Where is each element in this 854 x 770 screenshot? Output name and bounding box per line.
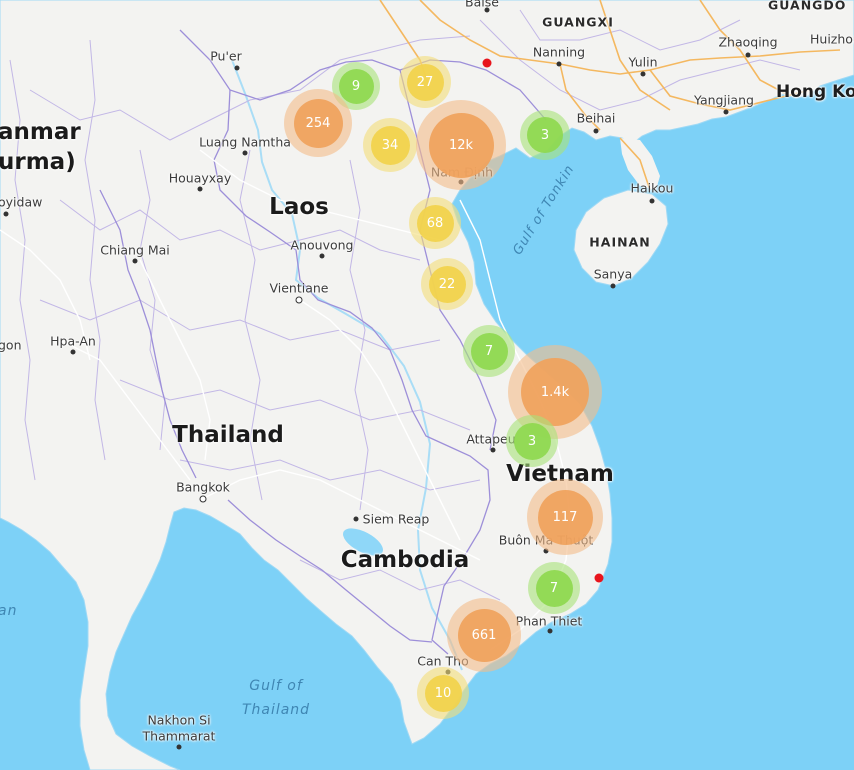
- map-label: Zhaoqing: [718, 34, 778, 50]
- city-dot-icon: [242, 150, 248, 156]
- cluster-marker[interactable]: 10: [417, 667, 469, 719]
- map-label: Attapeu: [466, 431, 516, 447]
- map-label: gon: [0, 337, 22, 353]
- map-label: Beihai: [576, 110, 616, 126]
- map-label: Hong Kong: [776, 82, 854, 102]
- cluster-marker[interactable]: 3: [520, 110, 570, 160]
- cluster-marker[interactable]: 117: [527, 479, 603, 555]
- city-dot-icon: [490, 447, 496, 453]
- cluster-marker[interactable]: 27: [399, 56, 451, 108]
- cluster-marker[interactable]: 34: [363, 118, 417, 172]
- city-dot-icon: [353, 516, 359, 522]
- roads-china: [379, 0, 841, 191]
- city-dot-icon: [70, 349, 76, 355]
- city-dot-icon: [723, 109, 729, 115]
- city-dot-icon: [593, 128, 599, 134]
- cluster-count: 661: [457, 608, 511, 662]
- cluster-count: 117: [537, 489, 593, 545]
- city-dot-icon: [649, 198, 655, 204]
- cluster-count: 3: [527, 117, 563, 153]
- map-label: Bangkok: [176, 479, 230, 495]
- leizhou-peninsula: [620, 138, 660, 190]
- cluster-marker[interactable]: 12k: [416, 100, 506, 190]
- city-dot-icon: [547, 628, 553, 634]
- map-label: Huizhou: [810, 31, 854, 47]
- map-label: Hpa-An: [50, 333, 96, 349]
- city-dot-icon: [3, 211, 9, 217]
- cluster-marker[interactable]: 3: [506, 415, 558, 467]
- map-label: Yangjiang: [694, 92, 754, 108]
- map-label: Luang Namtha: [199, 134, 291, 150]
- map-label: Haikou: [630, 180, 674, 196]
- cluster-count: 68: [416, 204, 454, 242]
- cluster-count: 7: [470, 332, 508, 370]
- map-label: Houayxay: [168, 170, 232, 186]
- map-label: Nanning: [532, 44, 586, 60]
- city-dot-icon: [556, 61, 562, 67]
- map-label: Gulf of: [249, 678, 303, 694]
- capital-dot-icon: [199, 495, 207, 503]
- map-label: Pu'er: [210, 48, 242, 64]
- cluster-count: 34: [370, 125, 410, 165]
- city-dot-icon: [197, 186, 203, 192]
- cluster-marker[interactable]: 68: [409, 197, 461, 249]
- map-label: Cambodia: [340, 547, 470, 573]
- map-label: Nakhon Si: [147, 712, 211, 728]
- admin-boundaries: [9, 9, 801, 601]
- map-label: GUANGDO: [768, 0, 847, 13]
- cluster-count: 22: [428, 265, 466, 303]
- city-dot-icon: [640, 71, 646, 77]
- map-label: an: [0, 603, 18, 619]
- map-label: Anouvong: [290, 237, 354, 253]
- map-label: Thammarat: [142, 728, 216, 744]
- map-label: oyidaw: [0, 194, 43, 210]
- map-label: GUANGXI: [542, 14, 614, 30]
- map-label: Laos: [269, 194, 329, 220]
- hainan-island: [573, 189, 669, 287]
- cluster-count: 10: [424, 674, 462, 712]
- cluster-count: 27: [406, 63, 444, 101]
- cluster-count: 12k: [428, 112, 494, 178]
- city-dot-icon: [543, 548, 549, 554]
- cluster-marker[interactable]: 7: [528, 562, 580, 614]
- map-label: HAINAN: [589, 234, 651, 250]
- city-dot-icon: [132, 258, 138, 264]
- map-label: Sanya: [593, 266, 633, 282]
- cluster-marker[interactable]: 661: [447, 598, 521, 672]
- map-label: Baise: [465, 0, 499, 10]
- tonle-sap-lake: [343, 528, 383, 556]
- cluster-count: 3: [513, 422, 551, 460]
- cluster-count: 7: [535, 569, 573, 607]
- cluster-marker[interactable]: 9: [332, 62, 380, 110]
- city-dot-icon: [745, 52, 751, 58]
- capital-dot-icon: [295, 296, 303, 304]
- map-label: Thailand: [241, 702, 311, 718]
- city-dot-icon: [176, 744, 182, 750]
- cluster-marker[interactable]: 254: [284, 89, 352, 157]
- city-dot-icon: [484, 7, 490, 13]
- cluster-marker[interactable]: 7: [463, 325, 515, 377]
- map-label: Phan Thiet: [515, 613, 583, 629]
- cluster-marker[interactable]: 22: [421, 258, 473, 310]
- red-point-marker[interactable]: [482, 58, 492, 68]
- map-label: urma): [0, 149, 76, 175]
- city-dot-icon: [319, 253, 325, 259]
- map-label: anmar: [0, 119, 81, 145]
- map-label: Siem Reap: [362, 511, 430, 527]
- map-label: Vientiane: [269, 280, 329, 296]
- cluster-count: 9: [338, 68, 374, 104]
- map-label: Yulin: [628, 54, 658, 70]
- red-point-marker[interactable]: [594, 573, 604, 583]
- cluster-count: 1.4k: [521, 358, 589, 426]
- city-dot-icon: [234, 65, 240, 71]
- city-dot-icon: [610, 283, 616, 289]
- map-label: Thailand: [172, 422, 284, 448]
- cluster-count: 254: [293, 98, 343, 148]
- country-borders: [99, 29, 547, 655]
- map-label: Chiang Mai: [100, 242, 170, 258]
